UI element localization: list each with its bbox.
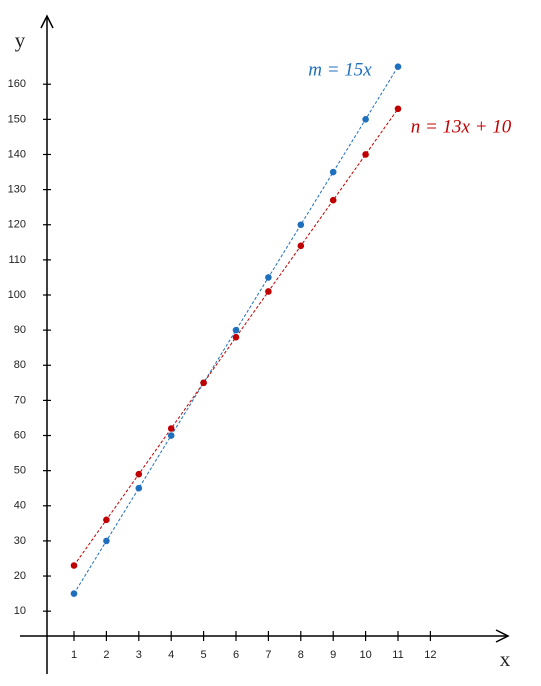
y-tick-label: 60 <box>14 429 26 441</box>
point <box>103 516 110 524</box>
point <box>394 63 402 70</box>
x-tick-label: 12 <box>424 649 436 661</box>
x-tick-label: 2 <box>103 649 109 661</box>
point <box>167 432 175 439</box>
y-axis-label: y <box>15 28 26 52</box>
legend-label: n = 13x + 10 <box>411 116 512 137</box>
y-tick-label: 10 <box>14 605 26 617</box>
y-tick-label: 150 <box>8 113 26 125</box>
point <box>200 379 207 387</box>
x-tick-label: 6 <box>233 649 239 661</box>
y-tick-label: 140 <box>8 148 26 160</box>
x-tick-label: 1 <box>71 649 77 661</box>
series-line <box>73 66 399 594</box>
point <box>232 326 240 334</box>
x-tick-label: 10 <box>359 649 371 661</box>
x-tick-label: 4 <box>168 649 174 661</box>
legend-label: m = 15x <box>308 59 372 80</box>
x-arrow <box>495 629 510 643</box>
y-tick-label: 70 <box>14 394 26 406</box>
point <box>265 274 272 281</box>
point <box>232 333 240 341</box>
point <box>167 425 175 432</box>
point <box>135 470 143 478</box>
x-tick-label: 11 <box>392 649 403 661</box>
y-tick-label: 130 <box>8 184 26 196</box>
point <box>70 590 78 597</box>
point <box>265 288 272 295</box>
series-line <box>73 108 399 566</box>
y-tick-label: 120 <box>8 219 26 231</box>
y-tick-label: 40 <box>14 500 26 512</box>
x-axis-label: x <box>500 647 511 671</box>
point <box>362 116 369 123</box>
point <box>297 221 305 229</box>
x-tick-label: 5 <box>201 649 207 661</box>
y-tick-label: 160 <box>8 78 26 90</box>
x-tick-label: 9 <box>330 649 336 661</box>
y-tick-label: 20 <box>14 570 26 582</box>
y-tick-label: 80 <box>14 359 26 371</box>
point <box>362 151 369 158</box>
y-tick-label: 50 <box>14 465 26 477</box>
x-tick-label: 8 <box>298 649 304 661</box>
y-tick-label: 100 <box>8 289 26 301</box>
y-tick-label: 90 <box>14 324 26 336</box>
x-tick-label: 7 <box>265 649 271 661</box>
y-tick-label: 30 <box>14 535 26 547</box>
point <box>394 105 402 113</box>
point <box>329 168 337 176</box>
point <box>135 484 143 492</box>
point <box>297 242 305 250</box>
point <box>103 537 110 545</box>
point <box>70 562 78 569</box>
point <box>329 196 337 204</box>
y-arrow <box>40 14 54 29</box>
x-tick-label: 3 <box>136 649 142 661</box>
y-tick-label: 110 <box>8 254 26 266</box>
